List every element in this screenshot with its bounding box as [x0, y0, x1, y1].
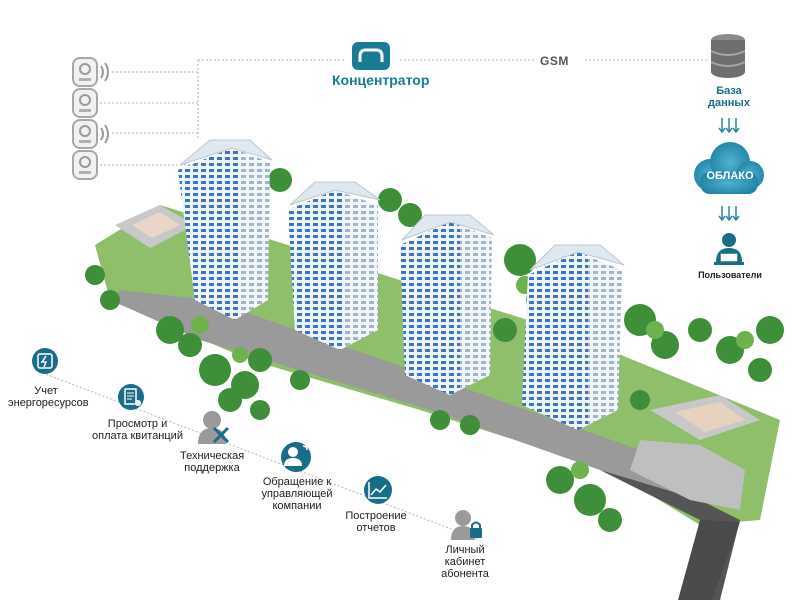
sports-court-left [115, 205, 195, 248]
trees [85, 168, 784, 532]
user-laptop-icon [714, 233, 744, 265]
concentrator-label: Концентратор [332, 72, 430, 88]
cloud-icon [694, 142, 764, 194]
sports-court-right [630, 395, 760, 510]
meter-3 [72, 119, 109, 149]
meter-4 [72, 150, 98, 180]
feature-label-invoices: Просмотр и оплата квитанций [92, 418, 183, 442]
gsm-label: GSM [540, 54, 569, 68]
meter-1 [72, 57, 109, 87]
cloud-label: ОБЛАКО [706, 170, 754, 182]
feature-label-appeal: Обращение к управляющей компании [261, 476, 333, 512]
user-lock-icon [451, 510, 482, 540]
tools-icon [198, 411, 230, 444]
chart-report-icon [364, 476, 392, 504]
network-lines [34, 59, 708, 541]
down-arrows-1 [718, 118, 740, 134]
concentrator-icon [352, 42, 390, 70]
invoice-icon [118, 384, 144, 410]
tower-4 [522, 244, 625, 430]
energy-meter-icon [32, 348, 58, 374]
feature-label-support: Техническая поддержка [180, 450, 245, 474]
feature-label-account: Личный кабинет абонента [441, 544, 489, 580]
feature-label-reports: Построение отчетов [345, 510, 407, 534]
tower-2 [288, 181, 381, 350]
database-label: База данных [708, 85, 750, 109]
database-icon [710, 34, 746, 78]
feature-label-energy: Учет энергоресурсов [8, 385, 89, 409]
user-call-icon [281, 442, 311, 472]
tower-1 [178, 139, 273, 320]
users-label: Пользователи [698, 270, 762, 280]
down-arrows-2 [718, 206, 740, 222]
meter-2 [72, 88, 98, 118]
tower-3 [400, 214, 495, 395]
